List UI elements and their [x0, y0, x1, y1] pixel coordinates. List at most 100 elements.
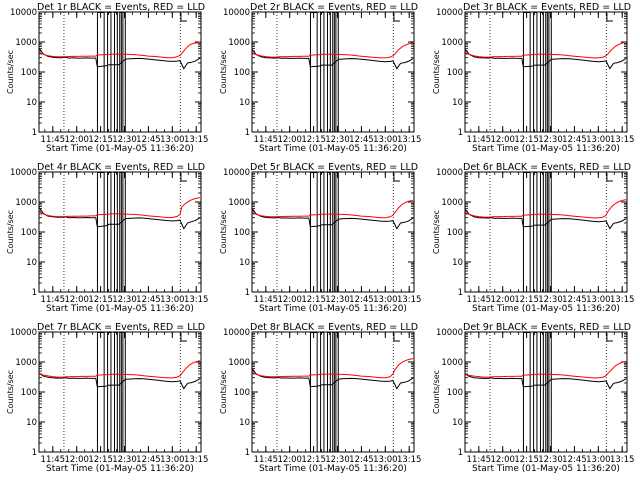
y-tick-label: 100: [447, 228, 463, 238]
panel-title: Det 1r BLACK = Events, RED = LLD: [37, 2, 205, 13]
series-line-events: [38, 48, 201, 70]
y-axis-label: Counts/sec: [432, 370, 441, 414]
y-tick-label: 10000: [436, 328, 463, 338]
x-tick-label: 12:45: [136, 455, 161, 465]
y-axis-label: Counts/sec: [219, 370, 228, 414]
y-tick-label: 10000: [10, 168, 37, 178]
y-tick-label: 10: [239, 98, 250, 108]
detector-panel-4: Det 4r BLACK = Events, RED = LLD 1 10 100 10…: [6, 162, 209, 314]
x-tick-label: 12:30: [325, 135, 350, 145]
bracket-marker: [393, 333, 400, 342]
panel-title: Det 4r BLACK = Events, RED = LLD: [37, 162, 205, 173]
y-tick-label: 1000: [441, 198, 463, 208]
y-tick-label: 1: [458, 128, 463, 138]
x-axis-label: Start Time (01-May-05 11:36:20): [472, 144, 620, 154]
x-tick-label: 12:00: [490, 295, 514, 305]
y-tick-label: 1: [245, 288, 250, 298]
x-axis-label: Start Time (01-May-05 11:36:20): [472, 304, 620, 314]
x-tick-label: 11:45: [254, 135, 279, 145]
x-tick-label: 13:00: [373, 295, 398, 305]
x-tick-label: 13:15: [610, 295, 635, 305]
y-tick-label: 1000: [441, 38, 463, 48]
y-axis-label: Counts/sec: [219, 50, 228, 94]
x-tick-label: 11:45: [467, 295, 492, 305]
x-axis-label: Start Time (01-May-05 11:36:20): [46, 304, 194, 314]
x-tick-label: 13:00: [586, 455, 611, 465]
x-tick-label: 12:45: [349, 295, 374, 305]
x-tick-label: 13:00: [373, 135, 398, 145]
panel-title: Det 5r BLACK = Events, RED = LLD: [250, 162, 418, 173]
x-tick-label: 12:30: [112, 295, 137, 305]
y-tick-label: 1000: [15, 38, 37, 48]
x-tick-label: 12:15: [301, 295, 326, 305]
x-tick-label: 12:45: [562, 295, 587, 305]
y-tick-label: 10: [26, 258, 37, 268]
y-tick-label: 1: [458, 288, 463, 298]
y-tick-label: 1000: [228, 198, 250, 208]
bracket-marker: [606, 333, 613, 342]
x-tick-label: 12:15: [514, 455, 539, 465]
y-tick-label: 10000: [436, 8, 463, 18]
x-tick-label: 12:45: [349, 135, 374, 145]
x-tick-label: 12:15: [514, 295, 539, 305]
x-tick-label: 13:15: [184, 455, 209, 465]
bracket-marker: [180, 333, 187, 342]
bracket-marker: [393, 13, 400, 22]
x-tick-label: 13:15: [397, 135, 422, 145]
y-tick-label: 100: [21, 68, 37, 78]
detector-panel-7: Det 7r BLACK = Events, RED = LLD 1 10 100 10…: [6, 322, 209, 474]
y-tick-label: 100: [447, 68, 463, 78]
x-tick-label: 12:30: [325, 455, 350, 465]
y-axis-label: Counts/sec: [6, 210, 15, 254]
x-tick-label: 12:00: [277, 135, 302, 145]
panel-title: Det 6r BLACK = Events, RED = LLD: [463, 162, 631, 173]
x-tick-label: 12:15: [514, 135, 539, 145]
y-tick-label: 10000: [223, 168, 250, 178]
y-tick-label: 1: [32, 128, 37, 138]
bracket-marker: [606, 173, 613, 182]
detector-panel-9: Det 9r BLACK = Events, RED = LLD 1 10 100 10…: [432, 322, 634, 474]
x-tick-label: 12:30: [325, 295, 350, 305]
bracket-marker: [393, 173, 400, 182]
panel-title: Det 8r BLACK = Events, RED = LLD: [250, 322, 418, 333]
x-tick-label: 13:00: [160, 135, 185, 145]
y-tick-label: 1000: [228, 358, 250, 368]
x-tick-label: 13:15: [610, 135, 635, 145]
y-tick-label: 1: [245, 128, 250, 138]
x-tick-label: 11:45: [254, 455, 279, 465]
y-tick-label: 100: [234, 68, 250, 78]
y-tick-label: 10: [239, 418, 250, 428]
bracket-marker: [180, 173, 187, 182]
y-tick-label: 10: [239, 258, 250, 268]
x-tick-label: 13:00: [373, 455, 398, 465]
series-line-lld: [252, 199, 414, 219]
series-line-lld: [39, 360, 201, 379]
detector-panel-8: Det 8r BLACK = Events, RED = LLD 1 10 100 10…: [219, 322, 421, 474]
x-tick-label: 13:00: [586, 135, 611, 145]
y-tick-label: 10: [452, 98, 463, 108]
x-axis-label: Start Time (01-May-05 11:36:20): [472, 464, 620, 474]
y-tick-label: 10: [452, 418, 463, 428]
series-line-lld: [465, 41, 627, 59]
x-tick-label: 12:00: [64, 295, 89, 305]
x-tick-label: 13:15: [184, 295, 209, 305]
x-tick-label: 11:45: [41, 135, 66, 145]
series-line-events: [465, 49, 627, 70]
x-tick-label: 12:00: [277, 295, 302, 305]
x-tick-label: 13:00: [160, 455, 185, 465]
x-axis-label: Start Time (01-May-05 11:36:20): [46, 464, 194, 474]
y-tick-label: 1000: [15, 198, 37, 208]
x-tick-label: 12:45: [349, 455, 374, 465]
bracket-marker: [606, 13, 613, 22]
y-tick-label: 10000: [436, 168, 463, 178]
y-axis-label: Counts/sec: [6, 50, 15, 94]
y-axis-label: Counts/sec: [432, 50, 441, 94]
x-tick-label: 11:45: [254, 295, 279, 305]
y-tick-label: 10: [26, 98, 37, 108]
x-axis-label: Start Time (01-May-05 11:36:20): [259, 464, 407, 474]
x-axis-label: Start Time (01-May-05 11:36:20): [46, 144, 194, 154]
y-tick-label: 1: [458, 448, 463, 458]
y-tick-label: 100: [21, 228, 37, 238]
y-tick-label: 1: [32, 448, 37, 458]
x-tick-label: 11:45: [41, 455, 66, 465]
